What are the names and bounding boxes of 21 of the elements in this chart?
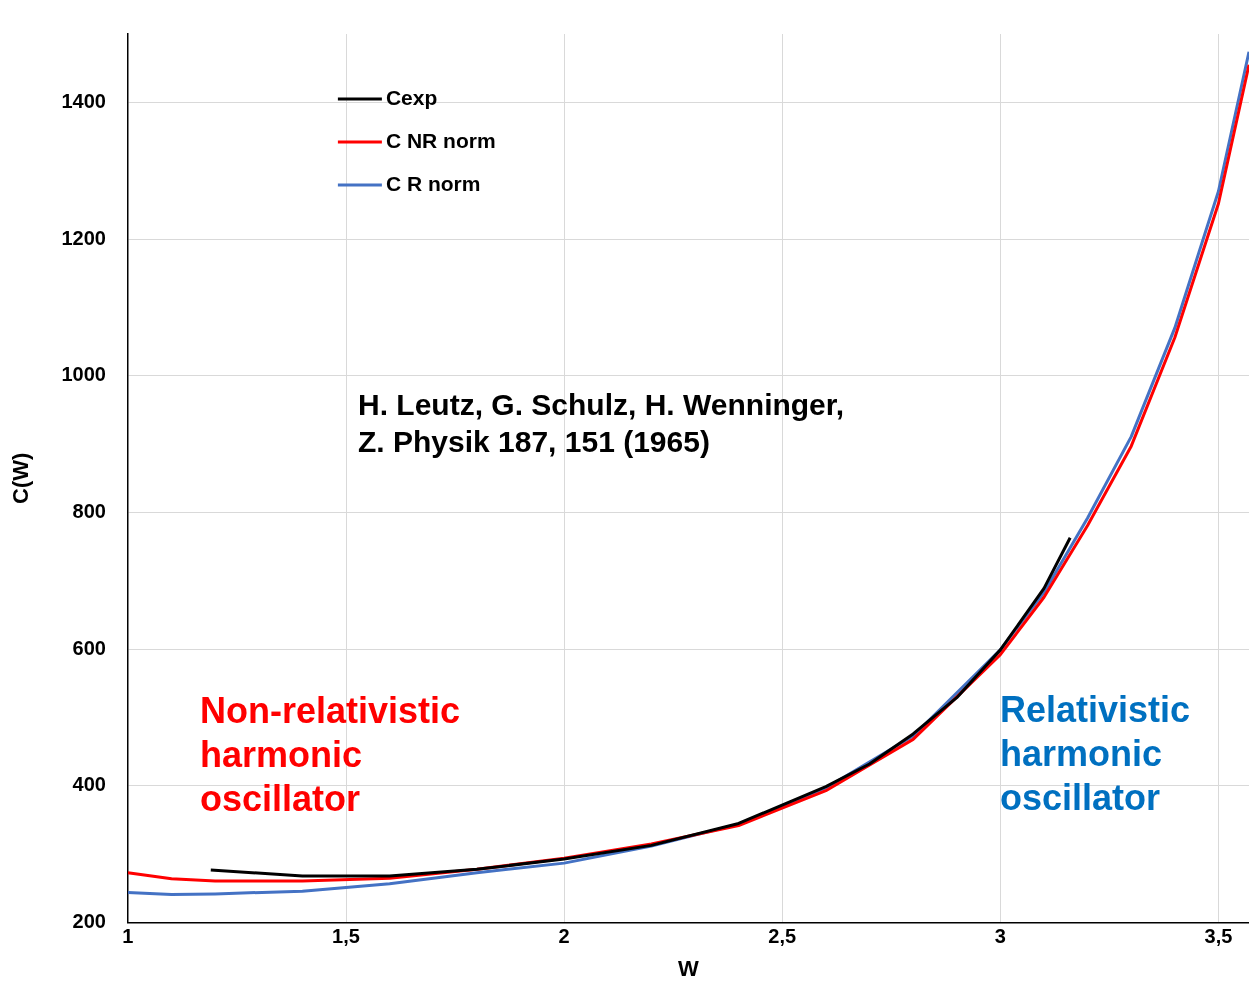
y-tick-label: 800	[72, 499, 106, 522]
y-tick-label: 1400	[61, 89, 106, 112]
y-tick-label: 600	[72, 636, 106, 659]
y-tick-label: 1200	[61, 226, 106, 249]
y-tick-label: 400	[72, 773, 106, 796]
legend-label: C NR norm	[385, 128, 496, 152]
x-tick-label: 2	[558, 925, 570, 948]
x-tick-label: 1,5	[332, 925, 360, 948]
annotation: Relativistic harmonic oscillator	[1000, 688, 1191, 818]
legend-label: C R norm	[385, 171, 481, 195]
x-tick-label: 2,5	[768, 925, 797, 948]
x-tick-label: 3	[994, 925, 1006, 948]
annotation: H. Leutz, G. Schulz, H. Wenninger, Z. Physik 187, 151 (1965)	[358, 388, 845, 458]
legend-label: Cexp	[385, 85, 438, 109]
x-tick-label: 3,5	[1204, 925, 1233, 948]
annotation: Non-relativistic harmonic oscillator	[200, 689, 461, 819]
y-tick-label: 1000	[61, 363, 106, 386]
y-axis-title: C(W)	[8, 452, 34, 504]
x-tick-label: 1	[122, 925, 134, 948]
x-axis-title: W	[678, 955, 700, 981]
y-tick-label: 200	[72, 910, 106, 933]
